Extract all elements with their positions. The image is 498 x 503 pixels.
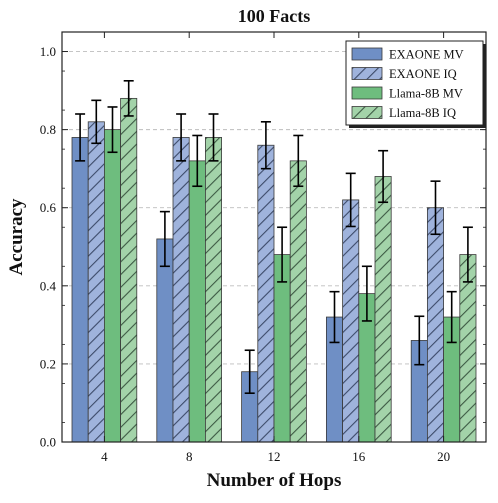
- legend-swatch: [351, 86, 383, 100]
- bar: [188, 160, 206, 443]
- bar: [104, 129, 122, 443]
- y-tick-label: 0.0: [40, 435, 56, 450]
- bar: [426, 207, 444, 443]
- bar: [120, 97, 138, 443]
- chart-title: 100 Facts: [238, 6, 310, 26]
- bar: [204, 137, 222, 443]
- x-tick-label: 12: [268, 449, 281, 464]
- legend-label: EXAONE MV: [389, 48, 464, 62]
- bar: [71, 137, 89, 443]
- bar: [87, 121, 105, 443]
- y-tick-label: 0.2: [40, 356, 56, 371]
- legend-label: Llama-8B MV: [389, 87, 463, 101]
- x-tick-label: 16: [352, 449, 366, 464]
- y-axis-title: Accuracy: [6, 198, 27, 276]
- bar: [257, 144, 275, 443]
- y-tick-label: 1.0: [40, 44, 56, 59]
- bar: [289, 160, 307, 443]
- legend-label: EXAONE IQ: [389, 67, 457, 81]
- y-tick-label: 0.6: [40, 200, 57, 215]
- y-tick-label: 0.4: [40, 278, 57, 293]
- bar: [374, 176, 392, 443]
- legend: EXAONE MV EXAONE IQ Llama-8B MV Llama-8B IQ: [345, 40, 486, 128]
- bars: [71, 97, 477, 443]
- legend-swatch: [351, 106, 383, 119]
- legend-swatch: [351, 67, 383, 80]
- x-axis-title: Number of Hops: [207, 470, 342, 491]
- axis-ticks: 0.0 0.2 0.4 0.6 0.8 1.0 4 8 12 16 20: [40, 31, 486, 464]
- bar: [342, 199, 360, 443]
- error-bars: [75, 80, 473, 394]
- y-tick-label: 0.8: [40, 122, 56, 137]
- bar: [156, 238, 174, 443]
- plot-frame: [61, 31, 487, 443]
- legend-label: Llama-8B IQ: [389, 106, 456, 120]
- x-tick-label: 20: [437, 449, 450, 464]
- x-tick-label: 4: [101, 449, 108, 464]
- legend-swatch: [351, 47, 383, 61]
- bar: [172, 137, 190, 443]
- x-tick-label: 8: [186, 449, 193, 464]
